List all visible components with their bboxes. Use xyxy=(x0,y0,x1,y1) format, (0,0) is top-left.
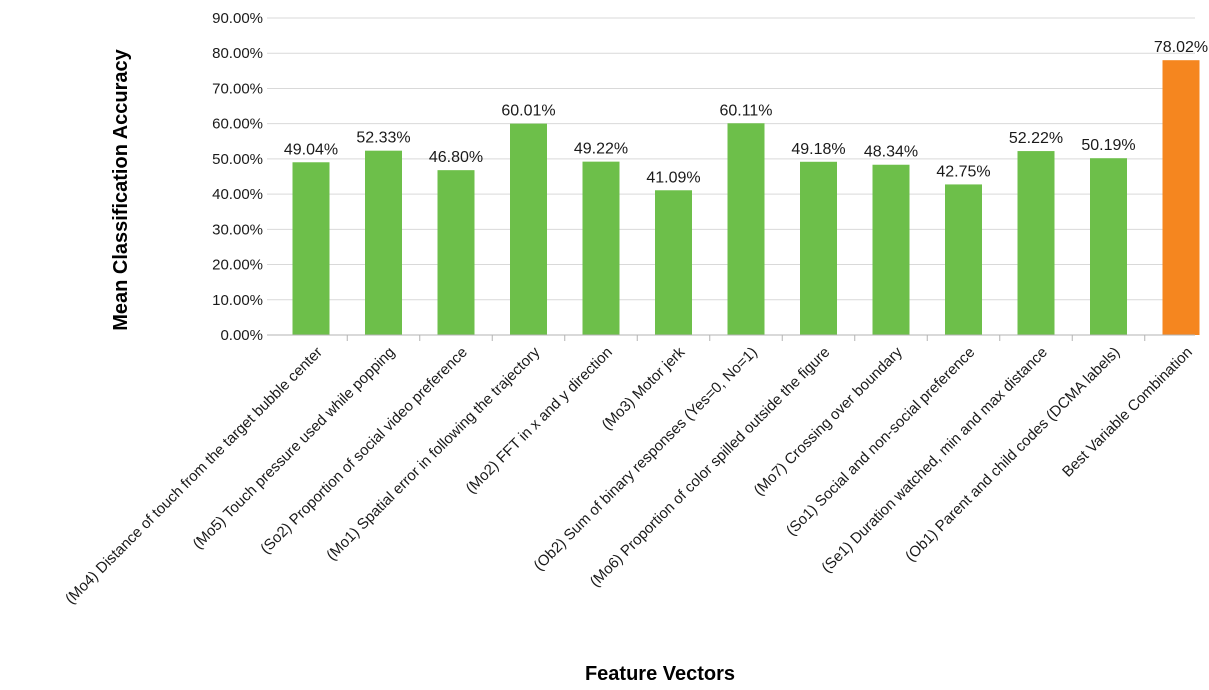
y-tick-label: 70.00% xyxy=(212,80,263,97)
bar xyxy=(727,123,765,335)
bar xyxy=(510,123,547,336)
data-labels: 49.04% 52.33% 46.80% 60.01% 49.22% 41.09% 60.1… xyxy=(284,39,1208,186)
data-label: 49.22% xyxy=(574,141,628,158)
data-label: 50.19% xyxy=(1081,137,1135,154)
bar xyxy=(365,150,402,335)
category-label: (Mo6) Proportion of color spilled outsid… xyxy=(587,344,834,591)
y-tick-label: 10.00% xyxy=(212,292,263,309)
y-tick-label: 80.00% xyxy=(212,45,263,62)
data-label: 42.75% xyxy=(936,163,990,180)
category-label: (Mo4) Distance of touch from the target … xyxy=(62,344,326,608)
y-axis-title: Mean Classification Accuracy xyxy=(110,48,132,330)
bar xyxy=(1090,158,1127,335)
y-tick-label: 0.00% xyxy=(220,327,263,344)
bar xyxy=(945,184,982,335)
data-label: 49.18% xyxy=(791,141,845,158)
y-tick-label: 50.00% xyxy=(212,151,263,168)
y-tick-label: 40.00% xyxy=(212,186,263,203)
x-axis-title: Feature Vectors xyxy=(585,663,735,685)
data-label: 41.09% xyxy=(646,169,700,186)
bar xyxy=(800,161,837,335)
data-label: 49.04% xyxy=(284,141,338,158)
bars xyxy=(292,60,1200,336)
x-axis-category-labels: (Mo4) Distance of touch from the target … xyxy=(62,335,1196,608)
data-label: 52.22% xyxy=(1009,130,1063,147)
category-label: Best Variable Combination xyxy=(1059,344,1196,481)
data-label: 52.33% xyxy=(356,130,410,147)
y-tick-label: 60.00% xyxy=(212,116,263,133)
bar xyxy=(582,161,620,335)
y-tick-label: 30.00% xyxy=(212,221,263,238)
y-tick-label: 90.00% xyxy=(212,10,263,27)
y-tick-label: 20.00% xyxy=(212,257,263,274)
bar xyxy=(437,170,475,335)
bar xyxy=(292,162,330,335)
data-label: 48.34% xyxy=(864,144,918,161)
bar xyxy=(1162,60,1200,335)
category-label: (Mo7) Crossing over boundary xyxy=(751,343,907,499)
y-axis-ticks: 0.00% 10.00% 20.00% 30.00% 40.00% 50.00% 60.00… xyxy=(212,10,263,344)
data-label: 78.02% xyxy=(1154,39,1208,56)
data-label: 60.01% xyxy=(501,103,555,120)
data-label: 60.11% xyxy=(719,102,772,119)
category-label: (Mo2) FFT in x and y direction xyxy=(463,344,616,497)
bar xyxy=(655,190,692,335)
data-label: 46.80% xyxy=(429,149,483,166)
bar xyxy=(872,164,910,335)
bar xyxy=(1017,151,1055,335)
